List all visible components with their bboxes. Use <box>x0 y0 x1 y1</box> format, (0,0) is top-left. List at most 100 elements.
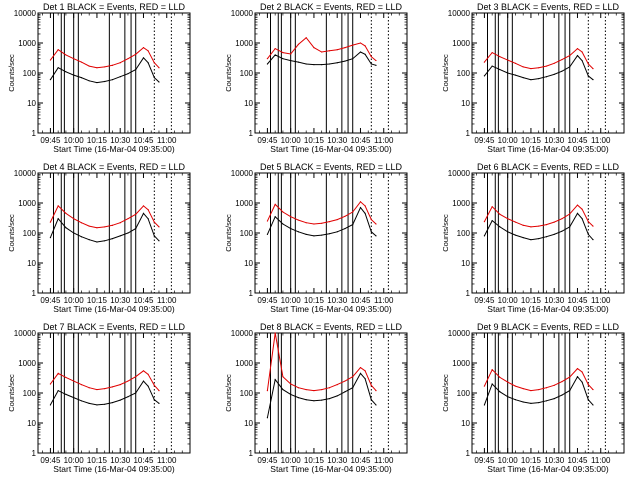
data-point-events <box>530 402 532 405</box>
data-point-lld <box>119 222 121 224</box>
data-point-events <box>321 399 323 401</box>
y-tick-label: 10 <box>461 419 470 428</box>
y-tick-label: 10000 <box>448 329 471 338</box>
series-line-events <box>49 56 160 84</box>
data-point-events <box>352 224 354 226</box>
data-point-lld <box>569 55 571 57</box>
data-point-events <box>514 74 517 76</box>
axes-frame <box>471 12 625 134</box>
data-point-events <box>313 235 315 237</box>
detector-panel-2: 1 10 100 1000 10000 09:45 10:00 10:15 10:30 10:45… <box>224 2 408 154</box>
data-point-lld <box>153 384 155 386</box>
data-point-events <box>359 372 362 375</box>
data-point-events <box>375 404 377 406</box>
chart-title: Det 6 BLACK = Events, RED = LLD <box>477 162 620 172</box>
data-point-events <box>282 388 284 391</box>
data-point-lld <box>538 388 540 391</box>
x-tick-label: 09:45 <box>40 456 61 465</box>
data-point-events <box>313 400 315 402</box>
data-point-events <box>104 240 106 242</box>
data-point-lld <box>576 368 579 370</box>
x-tick-label: 10:30 <box>544 296 565 305</box>
x-tick-label: 11:00 <box>374 296 394 305</box>
data-point-events <box>153 77 155 79</box>
x-tick-label: 10:45 <box>567 456 588 465</box>
data-point-lld <box>73 58 75 60</box>
data-point-events <box>135 68 137 71</box>
data-point-events <box>57 67 59 69</box>
x-tick-label: 09:45 <box>40 136 61 145</box>
data-point-lld <box>491 369 493 371</box>
data-point-lld <box>370 218 372 221</box>
data-point-events <box>569 390 571 392</box>
data-point-events <box>592 239 594 241</box>
x-tick-label: 11:00 <box>157 296 177 305</box>
data-point-events <box>587 233 589 235</box>
y-tick-label: 10000 <box>14 329 37 338</box>
y-tick-label: 10000 <box>448 9 471 18</box>
data-point-lld <box>111 386 114 388</box>
data-point-lld <box>104 66 106 68</box>
data-point-events <box>352 58 354 60</box>
data-point-events <box>359 207 362 209</box>
data-point-events <box>290 59 292 62</box>
data-point-events <box>80 400 83 402</box>
x-axis-label: Start Time (16-Mar-04 09:35:00) <box>53 144 175 154</box>
y-tick-label: 1 <box>32 289 37 298</box>
data-point-events <box>57 218 59 220</box>
data-point-lld <box>65 212 67 215</box>
data-point-lld <box>352 376 354 378</box>
x-tick-label: 10:15 <box>521 136 542 145</box>
axes-frame <box>37 172 191 294</box>
data-point-lld <box>96 388 98 391</box>
x-tick-label: 10:15 <box>87 456 108 465</box>
data-point-lld <box>158 67 160 69</box>
y-tick-label: 100 <box>23 229 37 238</box>
y-tick-label: 1 <box>32 129 37 138</box>
data-point-events <box>561 230 563 232</box>
data-point-events <box>370 63 372 65</box>
data-point-lld <box>127 380 129 382</box>
data-point-lld <box>538 67 540 69</box>
y-tick-label: 1000 <box>18 39 36 48</box>
data-point-events <box>576 55 579 57</box>
data-point-events <box>282 58 284 60</box>
series-line-events <box>483 375 594 406</box>
x-axis-label: Start Time (16-Mar-04 09:35:00) <box>270 464 392 474</box>
data-point-events <box>153 399 155 401</box>
series-line-events <box>266 206 377 237</box>
data-point-lld <box>499 213 501 215</box>
y-tick-label: 1 <box>466 449 471 458</box>
data-point-events <box>321 234 323 236</box>
data-point-lld <box>553 62 555 64</box>
y-tick-label: 10 <box>461 99 470 108</box>
axes-frame <box>471 332 625 454</box>
data-point-lld <box>328 387 331 389</box>
data-point-lld <box>73 218 75 220</box>
data-point-events <box>530 79 532 81</box>
axes-frame <box>254 172 408 294</box>
x-tick-label: 10:00 <box>281 136 302 145</box>
detector-panel-4: 1 10 100 1000 10000 09:45 10:00 10:15 10:30 10:45… <box>7 162 191 314</box>
data-point-lld <box>581 371 583 373</box>
x-axis-label: Start Time (16-Mar-04 09:35:00) <box>487 304 609 314</box>
data-point-lld <box>274 332 276 334</box>
data-point-events <box>344 228 346 230</box>
x-tick-label: 11:00 <box>374 456 394 465</box>
x-tick-label: 10:45 <box>133 456 154 465</box>
data-point-lld <box>135 213 137 215</box>
data-point-lld <box>545 224 548 226</box>
x-tick-label: 10:15 <box>304 456 325 465</box>
data-point-events <box>569 226 571 228</box>
x-tick-label: 10:00 <box>64 136 85 145</box>
data-point-lld <box>576 48 579 50</box>
data-point-events <box>576 212 579 215</box>
data-point-events <box>135 392 137 394</box>
data-point-lld <box>545 387 548 389</box>
data-point-lld <box>581 51 583 53</box>
data-point-lld <box>80 61 83 63</box>
data-point-lld <box>274 203 276 205</box>
y-tick-label: 100 <box>23 389 37 398</box>
chart-title: Det 9 BLACK = Events, RED = LLD <box>477 322 620 332</box>
data-point-lld <box>266 58 269 60</box>
